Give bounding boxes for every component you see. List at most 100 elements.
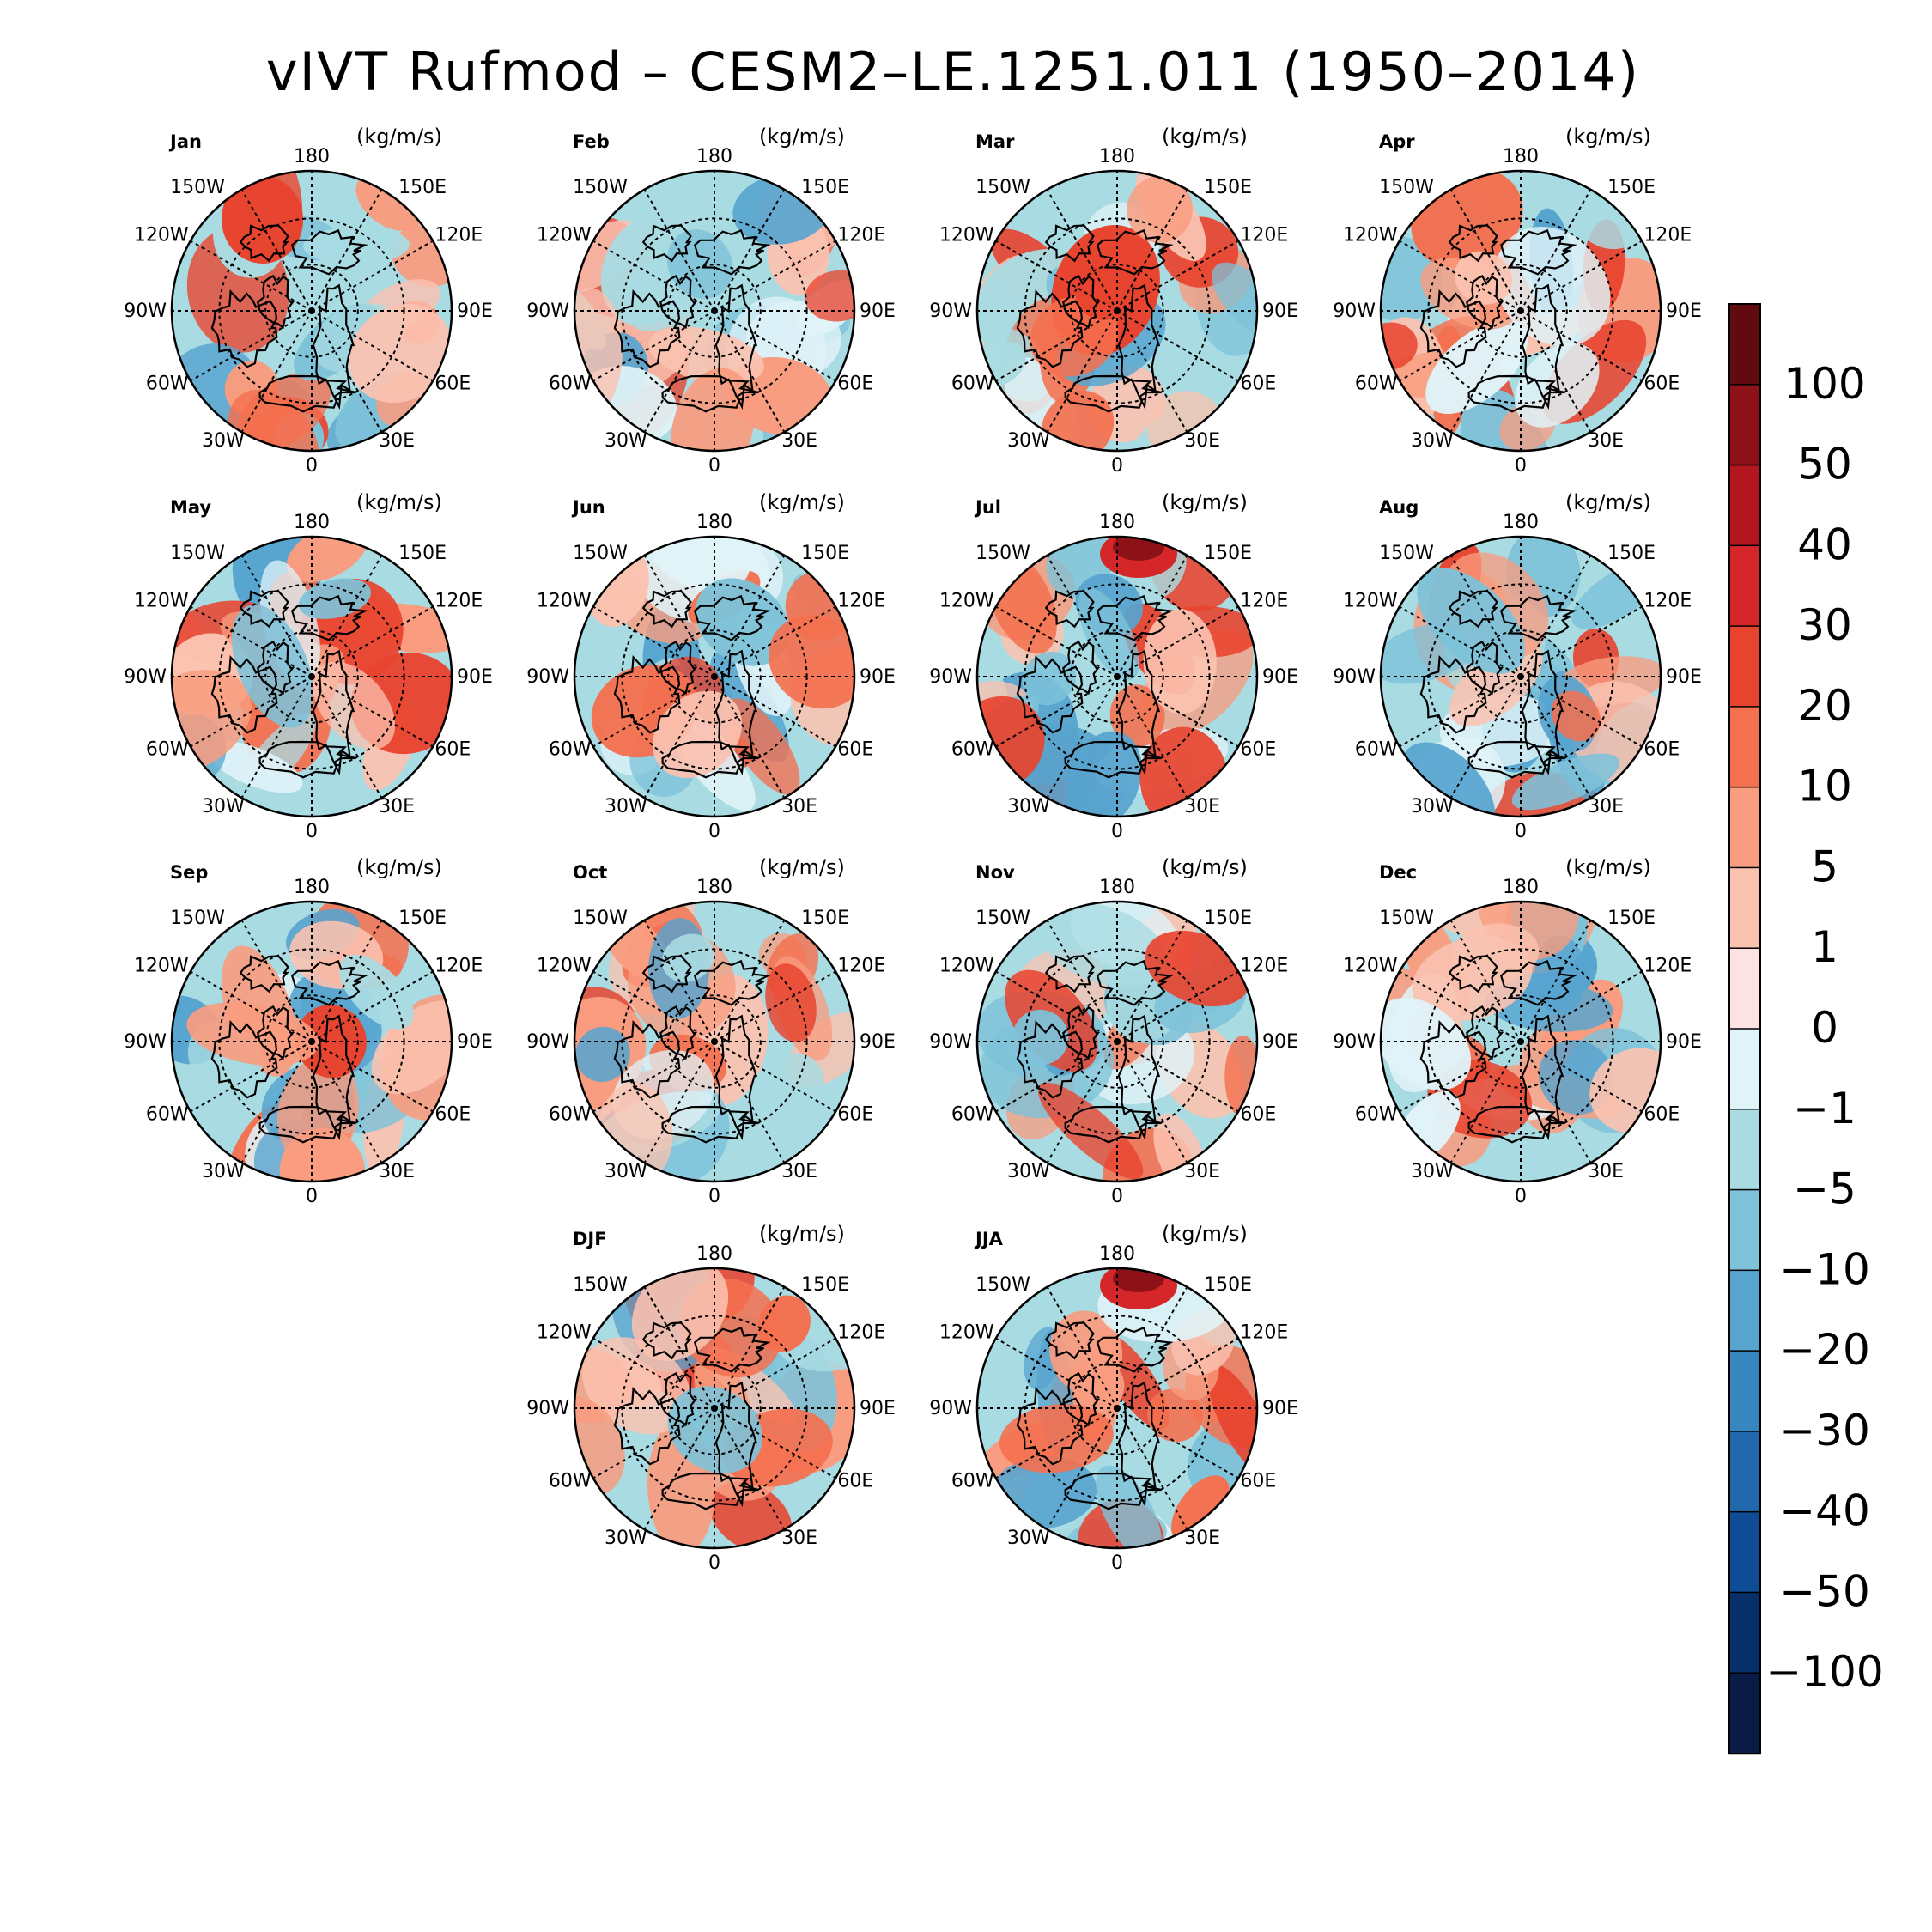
anomaly-field <box>574 1268 854 1548</box>
map-boundary <box>573 169 856 453</box>
longitude-label: 30E <box>781 1161 817 1182</box>
graticule <box>574 1268 854 1548</box>
longitude-label: 120W <box>939 225 994 246</box>
longitude-label: 0 <box>708 1552 720 1574</box>
map-boundary <box>573 535 856 818</box>
longitude-label: 180 <box>1099 146 1135 167</box>
longitude-label: 90E <box>1666 1031 1702 1053</box>
longitude-label: 90E <box>860 1398 896 1419</box>
panel-label: Jul <box>974 497 1001 518</box>
panel-nov: 180 150E 120E 90E 60E 30E 0 30W 60W 90W 120W 150W No… <box>929 855 1298 1207</box>
longitude-label: 120W <box>134 956 189 977</box>
longitude-label: 180 <box>696 512 732 533</box>
longitude-label: 30W <box>605 1528 647 1549</box>
longitude-label: 60W <box>146 1103 189 1125</box>
longitude-label: 0 <box>306 1186 318 1207</box>
longitude-label: 150E <box>801 177 849 198</box>
longitude-label: 90W <box>929 1031 972 1053</box>
figure-title: vIVT Rufmod – CESM2–LE.1251.011 (1950–20… <box>266 40 1640 103</box>
panel-grid: 180 150E 120E 90E 60E 30E 0 30W 60W 90W 120W 150W Ja… <box>124 125 1702 1574</box>
panel-unit: (kg/m/s) <box>1162 490 1248 514</box>
colorbar-tick-label: 50 <box>1797 440 1852 489</box>
panel-djf: 180 150E 120E 90E 60E 30E 0 30W 60W 90W 120W 150W DJ… <box>526 1222 896 1574</box>
longitude-label: 60W <box>1355 373 1398 394</box>
longitude-label: 60W <box>146 738 189 760</box>
graticule <box>977 537 1257 817</box>
longitude-label: 30E <box>781 430 817 452</box>
panel-unit: (kg/m/s) <box>1162 855 1248 879</box>
longitude-label: 120E <box>837 225 885 246</box>
panel-jan: 180 150E 120E 90E 60E 30E 0 30W 60W 90W 120W 150W Ja… <box>124 125 493 477</box>
longitude-label: 90W <box>526 666 569 688</box>
map-boundary <box>1379 900 1662 1183</box>
longitude-label: 120W <box>939 956 994 977</box>
anomaly-field <box>574 171 854 451</box>
longitude-label: 120W <box>1343 225 1398 246</box>
panel-unit: (kg/m/s) <box>759 855 845 879</box>
longitude-label: 150W <box>573 1274 628 1296</box>
longitude-label: 150W <box>573 177 628 198</box>
colorbar-tick-label: −30 <box>1779 1406 1870 1455</box>
longitude-label: 60W <box>951 1103 994 1125</box>
panel-may: 180 150E 120E 90E 60E 30E 0 30W 60W 90W 120W 150W Ma… <box>124 490 493 842</box>
map-boundary <box>573 900 856 1183</box>
longitude-label: 120W <box>537 956 592 977</box>
coastline <box>1016 590 1174 779</box>
anomaly-field <box>977 1268 1257 1548</box>
longitude-label: 30W <box>605 430 647 452</box>
panel-label: Oct <box>573 862 607 883</box>
longitude-label: 30E <box>781 796 817 817</box>
map-boundary <box>975 169 1259 453</box>
longitude-label: 60E <box>434 1103 471 1125</box>
colorbar-swatch <box>1728 464 1761 547</box>
longitude-label: 30W <box>605 1161 647 1182</box>
longitude-label: 60W <box>951 1470 994 1492</box>
map-boundary <box>1379 169 1662 453</box>
longitude-label: 90E <box>860 301 896 322</box>
longitude-label: 120E <box>1643 225 1692 246</box>
longitude-label: 120W <box>134 591 189 612</box>
longitude-label: 60E <box>434 738 471 760</box>
longitude-label: 0 <box>1515 455 1527 477</box>
longitude-label: 60E <box>1240 373 1276 394</box>
colorbar-swatch <box>1728 1028 1761 1111</box>
panel-label: Feb <box>573 131 610 152</box>
panel-jja: 180 150E 120E 90E 60E 30E 0 30W 60W 90W 120W 150W JJ… <box>929 1222 1298 1574</box>
longitude-label: 90W <box>124 666 167 688</box>
coastline <box>613 955 771 1144</box>
panel-feb: 180 150E 120E 90E 60E 30E 0 30W 60W 90W 120W 150W Fe… <box>526 125 896 477</box>
coastline <box>1419 224 1577 413</box>
colorbar-swatch <box>1728 1672 1761 1755</box>
longitude-label: 90E <box>457 666 493 688</box>
colorbar-swatch <box>1728 1510 1761 1594</box>
anomaly-field <box>172 902 452 1182</box>
longitude-label: 60W <box>1355 738 1398 760</box>
panel-unit: (kg/m/s) <box>356 490 442 514</box>
longitude-label: 0 <box>1515 1186 1527 1207</box>
colorbar-tick-label: 10 <box>1797 762 1852 811</box>
longitude-label: 180 <box>696 1243 732 1265</box>
longitude-label: 150E <box>801 1274 849 1296</box>
panel-label: Dec <box>1379 862 1417 883</box>
map-boundary <box>1379 535 1662 818</box>
colorbar-tick-label: −1 <box>1793 1084 1856 1133</box>
longitude-label: 120E <box>434 956 483 977</box>
panel-unit: (kg/m/s) <box>356 125 442 149</box>
colorbar-frame <box>1728 303 1761 1754</box>
longitude-label: 60W <box>146 373 189 394</box>
longitude-label: 30W <box>1007 1528 1050 1549</box>
longitude-label: 30W <box>202 1161 245 1182</box>
longitude-label: 150W <box>975 908 1030 929</box>
longitude-label: 90W <box>1333 301 1376 322</box>
longitude-label: 120E <box>1643 591 1692 612</box>
longitude-label: 60E <box>1643 373 1680 394</box>
graticule <box>172 902 452 1182</box>
longitude-label: 90E <box>457 301 493 322</box>
longitude-label: 30W <box>1411 1161 1454 1182</box>
longitude-label: 0 <box>708 821 720 842</box>
longitude-label: 90W <box>1333 666 1376 688</box>
colorbar-tick-label: 40 <box>1797 519 1852 569</box>
longitude-label: 150E <box>398 543 447 564</box>
anomaly-field <box>977 171 1257 451</box>
panel-sep: 180 150E 120E 90E 60E 30E 0 30W 60W 90W 120W 150W Se… <box>124 855 493 1207</box>
